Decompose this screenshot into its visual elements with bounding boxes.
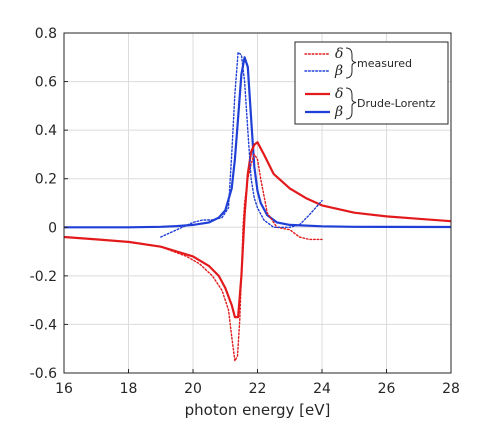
x-axis: 16 18 20 22 24 26 28	[55, 369, 460, 397]
legend-box	[294, 41, 449, 125]
y-tick-label: 0.8	[35, 26, 57, 42]
y-tick-label: -0.4	[30, 317, 57, 333]
x-tick-label: 26	[378, 381, 396, 397]
legend-brace	[345, 87, 357, 120]
y-tick-label: -0.6	[30, 366, 57, 382]
series-line-beta-measured	[160, 51, 323, 238]
legend-group-label: measured	[357, 57, 412, 70]
legend-symbol: β	[334, 104, 343, 120]
y-axis: -0.6 -0.4 -0.2 0 0.2 0.4 0.6 0.8	[30, 26, 68, 382]
series-line-delta-drude-lorentz	[63, 141, 452, 319]
y-tick-label: 0.4	[35, 123, 57, 139]
y-tick-label: 0.2	[35, 172, 57, 188]
x-tick-label: 20	[184, 381, 202, 397]
y-tick-label: 0.6	[35, 75, 57, 91]
x-axis-label: photon energy [eV]	[185, 401, 331, 419]
series-line-beta-drude-lorentz	[64, 56, 452, 229]
y-tick-label: -0.2	[30, 269, 57, 285]
legend-symbol: δ	[335, 46, 343, 62]
x-tick-label: 22	[249, 381, 267, 397]
legend-group-label: Drude-Lorentz	[357, 97, 436, 110]
x-tick-label: 18	[120, 381, 138, 397]
x-tick-label: 16	[55, 381, 73, 397]
legend-brace	[345, 47, 357, 79]
series-layer	[63, 51, 452, 362]
legend-symbol: β	[334, 63, 343, 79]
legend-symbol: δ	[335, 86, 343, 102]
y-tick-label: 0	[48, 220, 57, 236]
x-tick-label: 28	[442, 381, 460, 397]
x-tick-label: 24	[313, 381, 331, 397]
